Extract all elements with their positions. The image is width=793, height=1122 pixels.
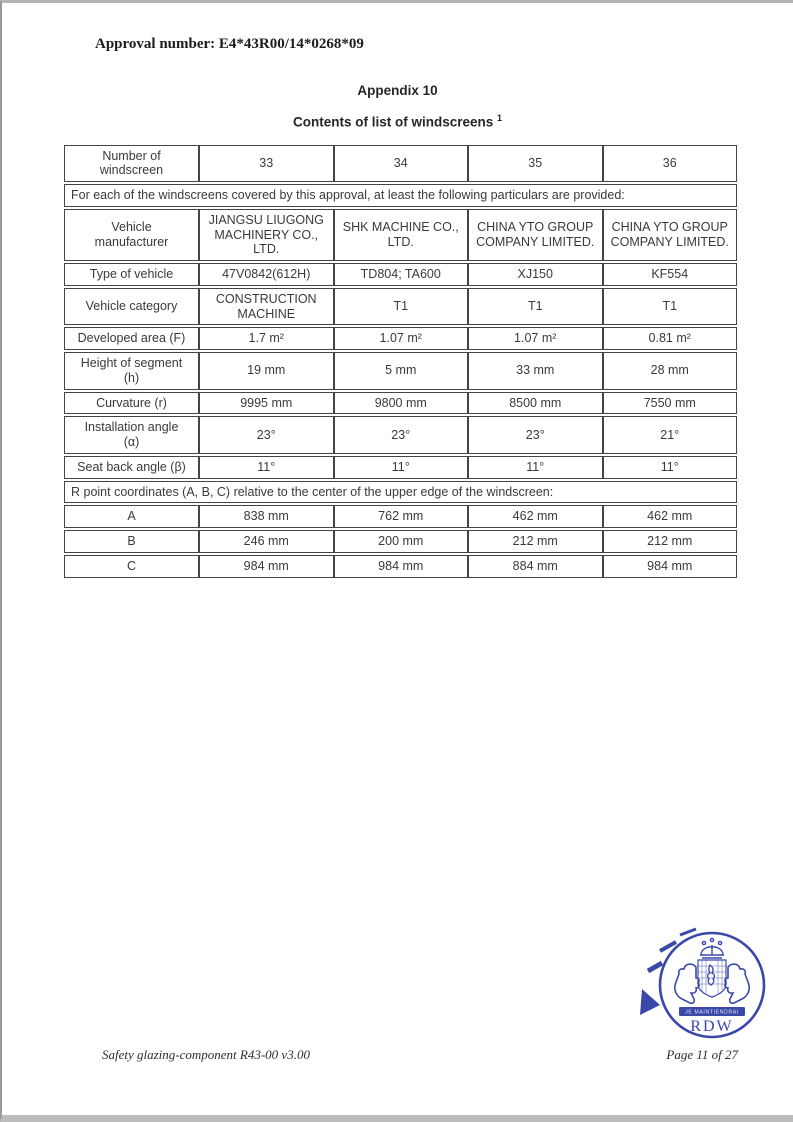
- cell-value: 212 mm: [468, 530, 603, 553]
- row-label: Developed area (F): [64, 327, 199, 350]
- cell-value: CONSTRUCTION MACHINE: [199, 287, 334, 326]
- cell-value: CHINA YTO GROUP COMPANY LIMITED.: [602, 208, 737, 261]
- cell-value: XJ150: [468, 263, 603, 286]
- cell-value: 984 mm: [602, 554, 737, 578]
- cell-value: 462 mm: [468, 505, 603, 528]
- cell-value: CHINA YTO GROUP COMPANY LIMITED.: [468, 208, 603, 261]
- row-label: Installation angle (α): [64, 416, 199, 454]
- cell-value: 762 mm: [333, 505, 468, 528]
- cell-value: 11°: [199, 455, 334, 479]
- rdw-stamp-logo: JE MAINTIENDRAI RDW: [638, 923, 772, 1047]
- row-label: Seat back angle (β): [64, 455, 199, 479]
- windscreen-number: 33: [199, 144, 334, 182]
- table-row-coordinate-b: B 246 mm 200 mm 212 mm 212 mm: [64, 530, 737, 553]
- cell-value: 11°: [468, 455, 603, 479]
- windscreen-number: 36: [602, 144, 737, 182]
- lion-icon-right: [724, 963, 750, 1005]
- cell-value: 1.07 m²: [468, 327, 603, 350]
- row-label: Type of vehicle: [64, 263, 199, 286]
- table-row-header: Number of windscreen 33 34 35 36: [64, 144, 737, 182]
- cell-value: 884 mm: [468, 554, 603, 578]
- table-row-coordinate-a: A 838 mm 762 mm 462 mm 462 mm: [64, 505, 737, 528]
- cell-value: 23°: [333, 416, 468, 454]
- row-label: Curvature (r): [64, 391, 199, 415]
- page-title-text: Contents of list of windscreens: [292, 114, 494, 130]
- motto-banner: JE MAINTIENDRAI: [679, 1007, 745, 1016]
- cell-value: 23°: [468, 416, 603, 454]
- cell-value: 1.7 m²: [199, 327, 334, 350]
- note-text: For each of the windscreens covered by t…: [64, 184, 737, 207]
- cell-value: T1: [602, 287, 737, 326]
- cell-value: 9995 mm: [199, 391, 334, 415]
- speed-wedge: [640, 989, 660, 1015]
- cell-value: 7550 mm: [602, 391, 737, 415]
- windscreen-table: Number of windscreen 33 34 35 36 For eac…: [64, 143, 737, 580]
- table-row-coordinate-c: C 984 mm 984 mm 884 mm 984 mm: [64, 554, 737, 578]
- table-row-developed-area: Developed area (F) 1.7 m² 1.07 m² 1.07 m…: [64, 327, 737, 350]
- table-row-rpoint-note: R point coordinates (A, B, C) relative t…: [64, 480, 737, 504]
- row-label: Vehicle category: [64, 287, 199, 326]
- cell-value: 462 mm: [602, 505, 737, 528]
- speed-stripes-icon: [640, 927, 697, 1015]
- table-row-vehicle-category: Vehicle category CONSTRUCTION MACHINE T1…: [64, 287, 737, 326]
- cell-value: T1: [468, 287, 603, 326]
- cell-value: 11°: [333, 455, 468, 479]
- cell-value: TD804; TA600: [333, 263, 468, 286]
- cell-value: 838 mm: [199, 505, 334, 528]
- cell-value: 246 mm: [199, 530, 334, 553]
- table-row-note: For each of the windscreens covered by t…: [64, 184, 737, 207]
- table-row-vehicle-type: Type of vehicle 47V0842(612H) TD804; TA6…: [64, 263, 737, 286]
- cell-value: 11°: [602, 455, 737, 479]
- page-footer: Safety glazing-component R43-00 v3.00 Pa…: [2, 1047, 793, 1063]
- row-label: Vehicle manufacturer: [64, 208, 199, 261]
- cell-value: 200 mm: [333, 530, 468, 553]
- cell-value: 0.81 m²: [602, 327, 737, 350]
- motto-text: JE MAINTIENDRAI: [685, 1010, 739, 1016]
- cell-value: 9800 mm: [333, 391, 468, 415]
- table-row-installation-angle: Installation angle (α) 23° 23° 23° 21°: [64, 416, 737, 454]
- cell-value: JIANGSU LIUGONG MACHINERY CO., LTD.: [199, 208, 334, 261]
- rdw-stamp-svg: JE MAINTIENDRAI RDW: [640, 927, 766, 1039]
- appendix-title: Appendix 10: [357, 83, 438, 98]
- shield-lion: [706, 964, 716, 986]
- row-label: A: [64, 505, 199, 528]
- windscreen-number: 35: [468, 144, 603, 182]
- cell-value: 212 mm: [602, 530, 737, 553]
- cell-value: 47V0842(612H): [199, 263, 334, 286]
- cell-value: 5 mm: [333, 352, 468, 390]
- table-row-segment-height: Height of segment (h) 19 mm 5 mm 33 mm 2…: [64, 352, 737, 390]
- rdw-text: RDW: [690, 1018, 733, 1035]
- footer-document-version: Safety glazing-component R43-00 v3.00: [102, 1047, 310, 1062]
- cell-value: T1: [333, 287, 468, 326]
- table-row-curvature: Curvature (r) 9995 mm 9800 mm 8500 mm 75…: [64, 391, 737, 415]
- cell-value: 1.07 m²: [333, 327, 468, 350]
- cell-value: 984 mm: [333, 554, 468, 578]
- cell-value: 28 mm: [602, 352, 737, 390]
- cell-value: 984 mm: [199, 554, 334, 578]
- cell-value: 19 mm: [199, 352, 334, 390]
- row-label: C: [64, 554, 199, 578]
- cell-value: 8500 mm: [468, 391, 603, 415]
- row-label: Number of windscreen: [64, 144, 199, 182]
- cell-value: KF554: [602, 263, 737, 286]
- table-row-manufacturer: Vehicle manufacturer JIANGSU LIUGONG MAC…: [64, 208, 737, 261]
- crown-icon: [700, 937, 724, 959]
- cell-value: 21°: [602, 416, 737, 454]
- cell-value: 23°: [199, 416, 334, 454]
- approval-number: Approval number: E4*43R00/14*0268*09: [95, 36, 364, 52]
- page-title: Contents of list of windscreens 1: [2, 113, 793, 130]
- row-label: Height of segment (h): [64, 352, 199, 390]
- row-label: B: [64, 530, 199, 553]
- table-row-seat-back-angle: Seat back angle (β) 11° 11° 11° 11°: [64, 455, 737, 479]
- footnote-marker: 1: [497, 113, 503, 123]
- lion-icon-left: [674, 963, 700, 1005]
- stamp-circle: [658, 931, 766, 1039]
- windscreen-number: 34: [333, 144, 468, 182]
- cell-value: 33 mm: [468, 352, 603, 390]
- rpoint-note-text: R point coordinates (A, B, C) relative t…: [64, 480, 737, 504]
- shield-icon: [697, 959, 727, 998]
- cell-value: SHK MACHINE CO., LTD.: [333, 208, 468, 261]
- footer-page-number: Page 11 of 27: [666, 1047, 738, 1062]
